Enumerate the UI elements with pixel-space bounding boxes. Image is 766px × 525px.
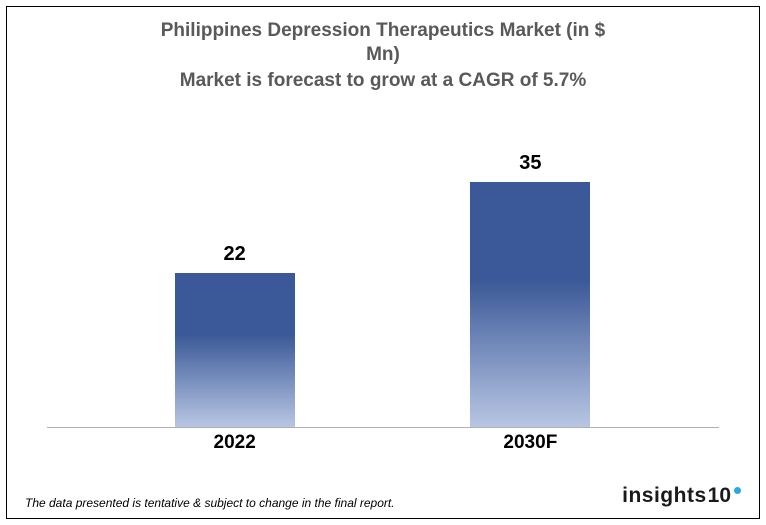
logo-dot-icon — [734, 487, 741, 494]
bar-0-fill — [175, 273, 295, 427]
x-label-1: 2030F — [470, 432, 590, 454]
page-container: Philippines Depression Therapeutics Mark… — [0, 0, 766, 525]
brand-logo: insights10 — [622, 484, 741, 510]
footer: The data presented is tentative & subjec… — [7, 462, 759, 518]
bar-1-value-label: 35 — [470, 152, 590, 175]
bar-1-fill — [470, 182, 590, 427]
bar-0: 22 — [175, 273, 295, 427]
chart-title-block: Philippines Depression Therapeutics Mark… — [7, 7, 759, 92]
chart-subtitle: Market is forecast to grow at a CAGR of … — [7, 69, 759, 93]
plot-region: 22 35 — [47, 147, 719, 428]
x-label-0: 2022 — [175, 432, 295, 454]
bar-1: 35 — [470, 182, 590, 427]
chart-title-line1: Philippines Depression Therapeutics Mark… — [7, 19, 759, 43]
x-axis-labels: 2022 2030F — [47, 432, 719, 462]
bar-0-value-label: 22 — [175, 243, 295, 266]
disclaimer-text: The data presented is tentative & subjec… — [25, 496, 395, 510]
logo-text-main: insights — [622, 484, 707, 508]
chart-title-line2: Mn) — [7, 43, 759, 67]
logo-text-ten: 10 — [708, 484, 731, 508]
chart-frame: Philippines Depression Therapeutics Mark… — [6, 6, 760, 519]
chart-area: 22 35 2022 2030F — [47, 102, 719, 462]
